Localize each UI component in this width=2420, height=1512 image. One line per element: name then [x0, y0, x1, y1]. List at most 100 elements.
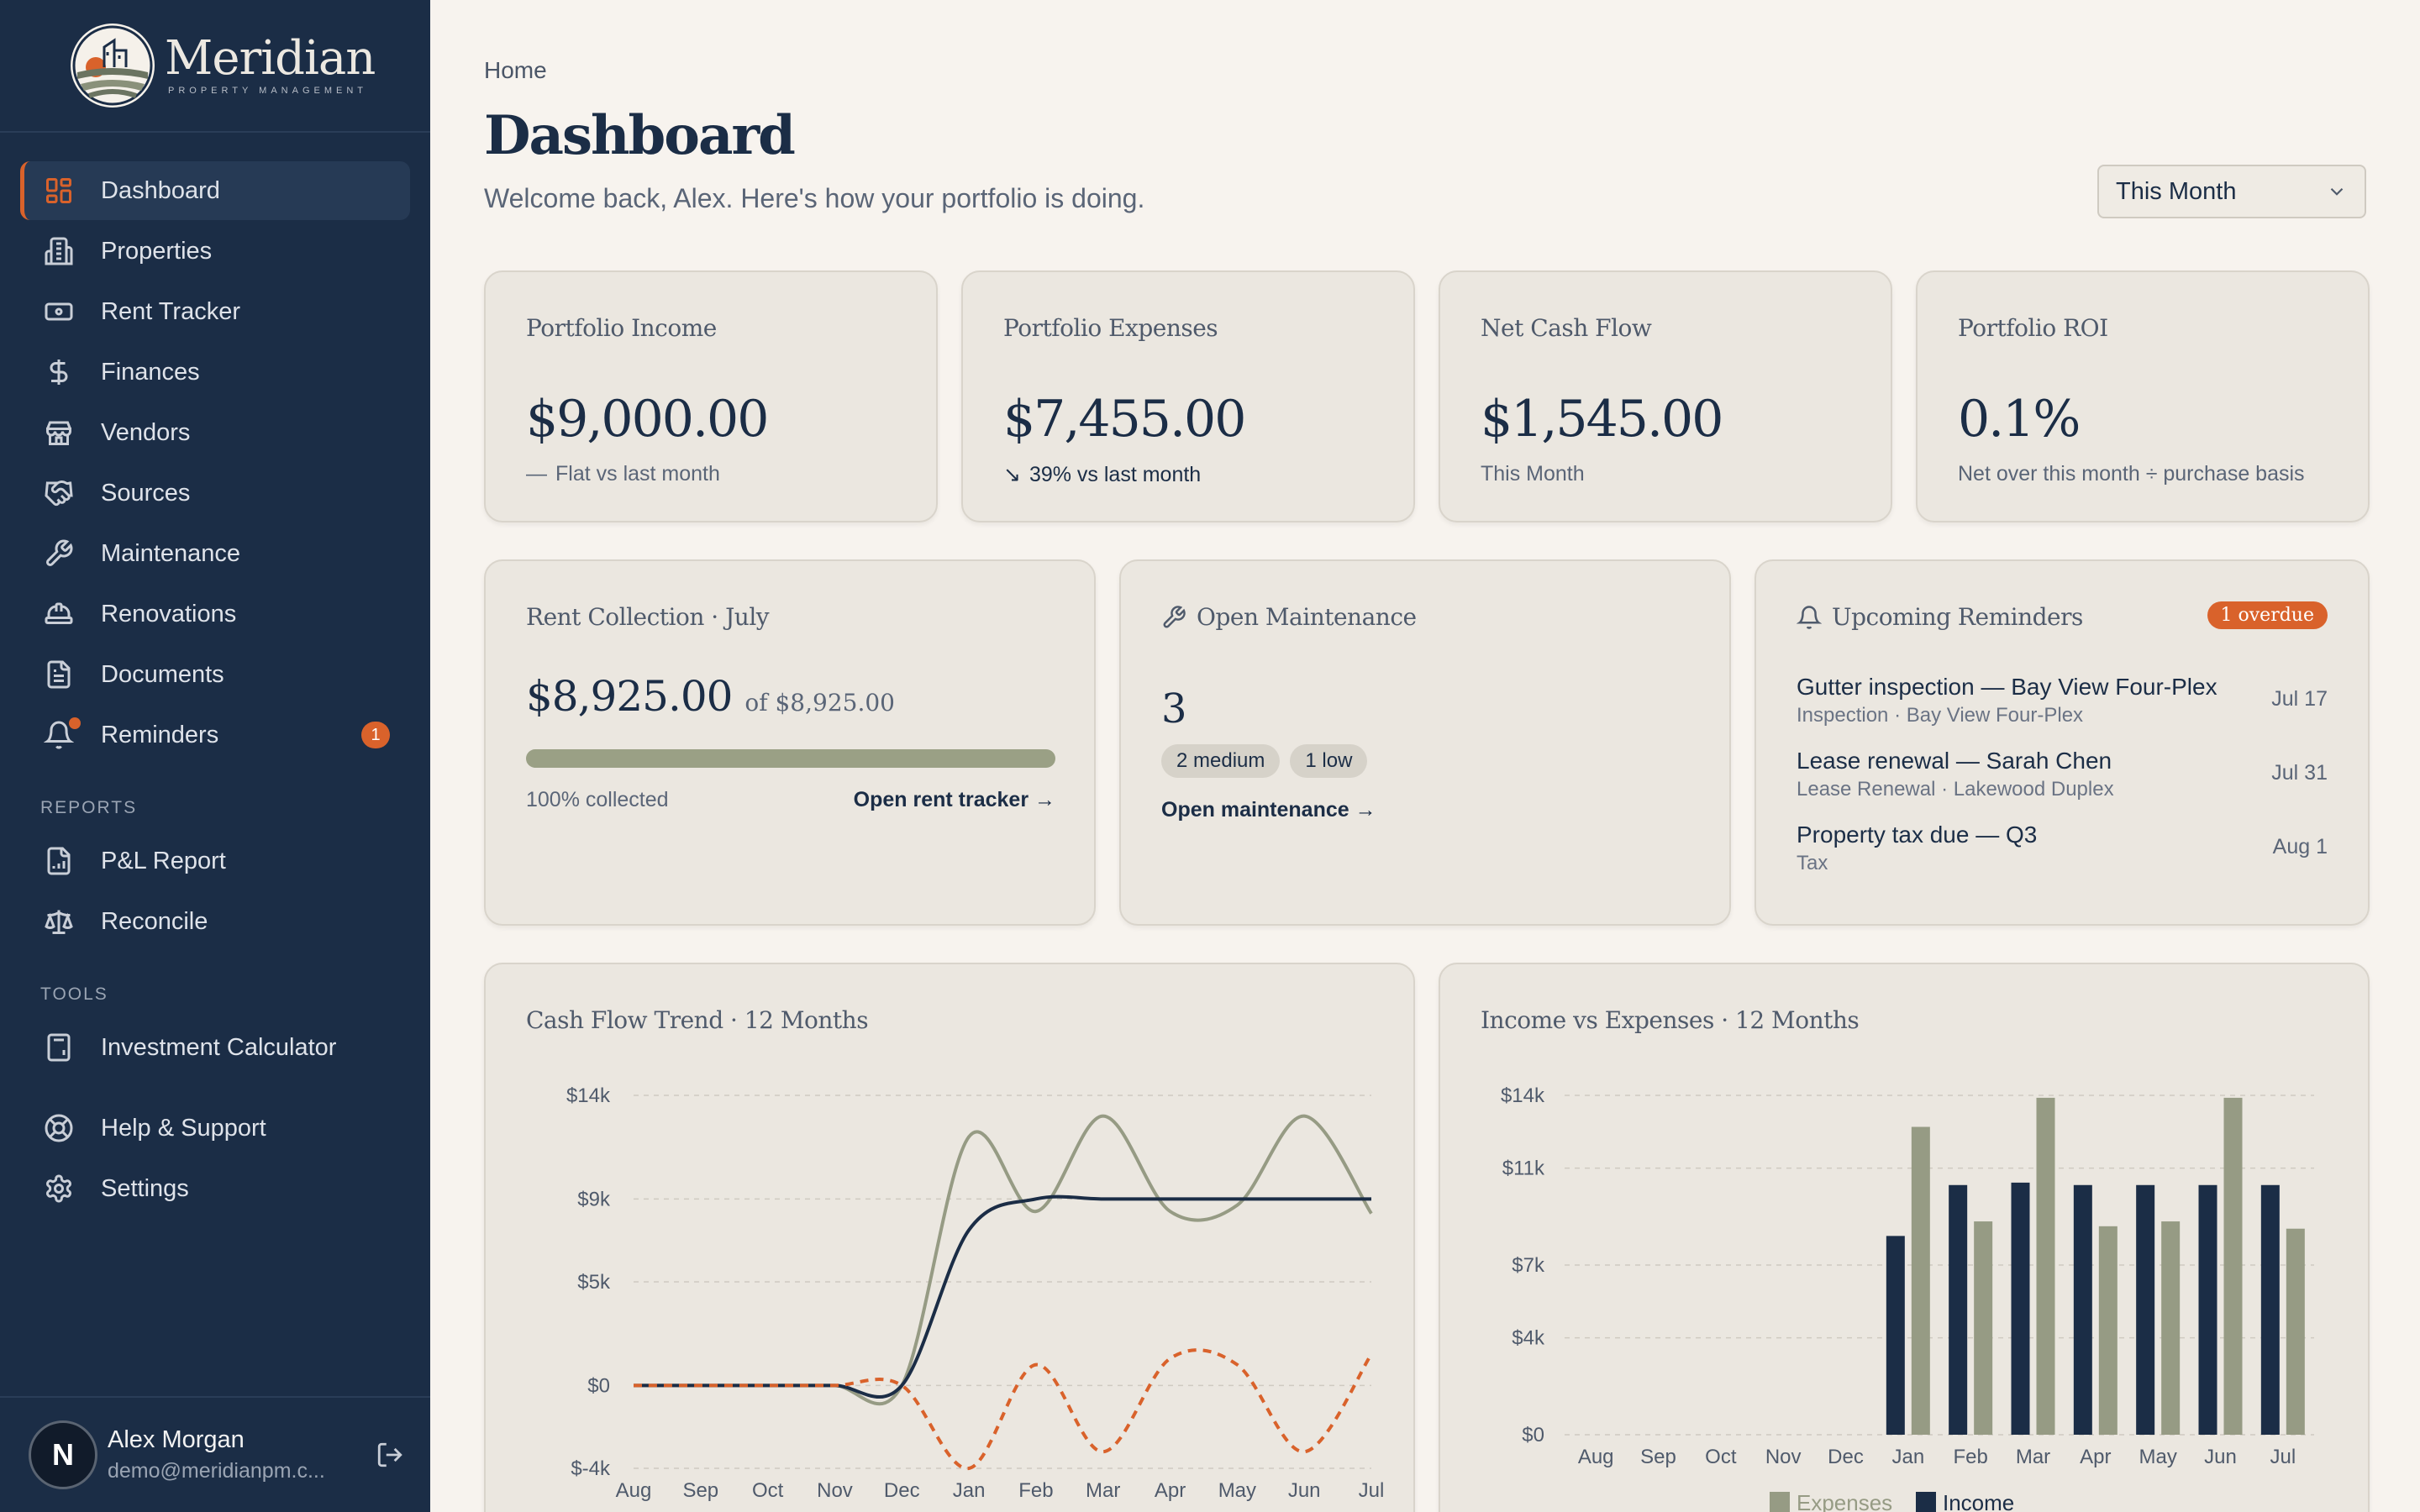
- y-tick-label: $14k: [566, 1084, 611, 1107]
- rent-expected-amount: of $8,925.00: [744, 689, 895, 717]
- sidebar-item-label: Reminders: [101, 721, 219, 748]
- bar-expenses: [1974, 1221, 1993, 1435]
- reminder-date: Jul 31: [2271, 761, 2328, 785]
- sidebar-item-pl-report[interactable]: P&L Report: [20, 832, 410, 890]
- maintenance-count: 3: [1161, 685, 1187, 732]
- reminder-title: Lease renewal — Sarah Chen: [1797, 748, 2112, 774]
- rent-collected-percent: 100% collected: [526, 788, 669, 811]
- x-tick-label: Nov: [817, 1479, 853, 1502]
- open-rent-tracker-link[interactable]: Open rent tracker →: [853, 788, 1055, 811]
- sidebar-item-rent-tracker[interactable]: Rent Tracker: [20, 282, 410, 341]
- x-tick-label: May: [2139, 1446, 2176, 1468]
- calculator-icon: [44, 1032, 74, 1063]
- brand-subtitle: PROPERTY MANAGEMENT: [168, 86, 368, 96]
- series-line-0: [634, 1114, 1373, 1406]
- income-expenses-bar-chart: $14k $11k $7k $4k $0 Aug Sep Oct Nov Dec Jan Feb Mar…: [1501, 1084, 2314, 1512]
- x-tick-label: Apr: [2080, 1446, 2111, 1468]
- sidebar: Meridian PROPERTY MANAGEMENT Dashboard P…: [0, 0, 430, 1512]
- card-title: Rent Collection · July: [526, 603, 770, 631]
- x-tick-label: Apr: [1155, 1479, 1186, 1502]
- sidebar-item-label: Documents: [101, 660, 224, 688]
- sidebar-item-help-support[interactable]: Help & Support: [20, 1099, 410, 1158]
- kpi-subtext: This Month: [1481, 462, 1585, 486]
- y-tick-label: $0: [1522, 1424, 1544, 1446]
- x-tick-label: May: [1218, 1479, 1256, 1502]
- bar-income: [1949, 1184, 1968, 1435]
- bell-icon: [1797, 605, 1822, 629]
- sidebar-item-investment-calculator[interactable]: Investment Calculator: [20, 1018, 410, 1077]
- bar-income: [2136, 1184, 2155, 1435]
- upcoming-reminders-card: Upcoming Reminders 1 overdue Gutter insp…: [1754, 559, 2370, 926]
- sidebar-item-label: Investment Calculator: [101, 1033, 337, 1061]
- document-icon: [44, 659, 74, 690]
- building-icon: [44, 236, 74, 266]
- report-icon: [44, 846, 74, 876]
- period-select[interactable]: This Month: [2097, 165, 2366, 218]
- legend-label-income: Income: [1943, 1490, 2014, 1512]
- wrench-icon: [1163, 605, 1186, 627]
- bar-expenses: [2098, 1226, 2118, 1435]
- sidebar-item-reminders[interactable]: Reminders 1: [20, 706, 410, 764]
- sidebar-item-finances[interactable]: Finances: [20, 343, 410, 402]
- bar-income: [2198, 1184, 2217, 1435]
- wrench-icon: [44, 538, 74, 569]
- y-tick-label: $-4k: [571, 1457, 611, 1480]
- bar-income: [2011, 1182, 2030, 1435]
- open-maintenance-link[interactable]: Open maintenance →: [1161, 798, 1376, 822]
- reminders-count-badge: 1: [361, 722, 390, 748]
- sidebar-item-dashboard[interactable]: Dashboard: [20, 161, 410, 220]
- user-name: Alex Morgan: [108, 1426, 245, 1453]
- card-title: Upcoming Reminders: [1832, 603, 2083, 631]
- kpi-subtext: 39% vs last month: [1028, 462, 1202, 486]
- sidebar-item-vendors[interactable]: Vendors: [20, 403, 410, 462]
- reminder-item[interactable]: Lease renewal — Sarah Chen Lease Renewal…: [1797, 748, 2328, 822]
- legend-swatch-income: [1916, 1492, 1936, 1512]
- store-icon: [44, 417, 74, 448]
- series-line-1: [634, 1194, 1371, 1399]
- bar-expenses: [1911, 1126, 1930, 1435]
- sidebar-item-properties[interactable]: Properties: [20, 222, 410, 281]
- y-tick-label: $9k: [577, 1188, 611, 1210]
- reminder-subtitle: Tax: [1797, 852, 1828, 874]
- breadcrumb[interactable]: Home: [484, 57, 547, 83]
- trend-down-icon: ↘: [1003, 463, 1021, 486]
- cash-flow-chart-card: Cash Flow Trend · 12 Months $14k $9k $5k $0…: [484, 963, 1415, 1512]
- y-tick-label: $5k: [577, 1271, 611, 1294]
- rent-collected-amount: $8,925.00: [526, 672, 733, 721]
- bar-expenses: [2161, 1221, 2181, 1435]
- x-tick-label: Aug: [1578, 1446, 1614, 1468]
- gear-icon: [44, 1173, 74, 1204]
- sidebar-item-documents[interactable]: Documents: [20, 645, 410, 704]
- bar-expenses: [2036, 1097, 2055, 1435]
- main-content: Home Dashboard Welcome back, Alex. Here'…: [430, 0, 2420, 1512]
- page-title: Dashboard: [484, 104, 796, 167]
- bar-expenses: [2223, 1097, 2243, 1435]
- y-tick-label: $4k: [1512, 1327, 1545, 1350]
- sidebar-item-label: Renovations: [101, 600, 237, 627]
- sidebar-item-sources[interactable]: Sources: [20, 464, 410, 522]
- kpi-subtext: Net over this month ÷ purchase basis: [1958, 462, 2305, 486]
- x-tick-label: Feb: [1018, 1479, 1053, 1502]
- x-tick-label: Jul: [2270, 1446, 2296, 1468]
- reminder-item[interactable]: Gutter inspection — Bay View Four-Plex I…: [1797, 674, 2328, 748]
- x-tick-label: Nov: [1765, 1446, 1802, 1468]
- sidebar-item-renovations[interactable]: Renovations: [20, 585, 410, 643]
- dollar-icon: [44, 357, 74, 387]
- sidebar-item-settings[interactable]: Settings: [20, 1159, 410, 1218]
- reminder-item[interactable]: Property tax due — Q3 Tax Aug 1: [1797, 822, 2328, 895]
- x-tick-label: Mar: [1086, 1479, 1120, 1502]
- logout-button[interactable]: [373, 1438, 407, 1472]
- x-tick-label: Sep: [682, 1479, 718, 1502]
- user-email: demo@meridianpm.c...: [108, 1459, 325, 1483]
- kpi-value: $1,545.00: [1481, 390, 1723, 449]
- kpi-value: $9,000.00: [526, 390, 769, 449]
- sidebar-item-maintenance[interactable]: Maintenance: [20, 524, 410, 583]
- user-profile[interactable]: N Alex Morgan demo@meridianpm.c...: [0, 1396, 430, 1512]
- x-tick-label: Dec: [1828, 1446, 1864, 1468]
- y-tick-label: $7k: [1512, 1254, 1545, 1277]
- sidebar-item-reconcile[interactable]: Reconcile: [20, 892, 410, 951]
- reminder-date: Aug 1: [2272, 835, 2328, 858]
- trend-flat-icon: —: [526, 462, 547, 486]
- brand[interactable]: Meridian PROPERTY MANAGEMENT: [0, 0, 430, 133]
